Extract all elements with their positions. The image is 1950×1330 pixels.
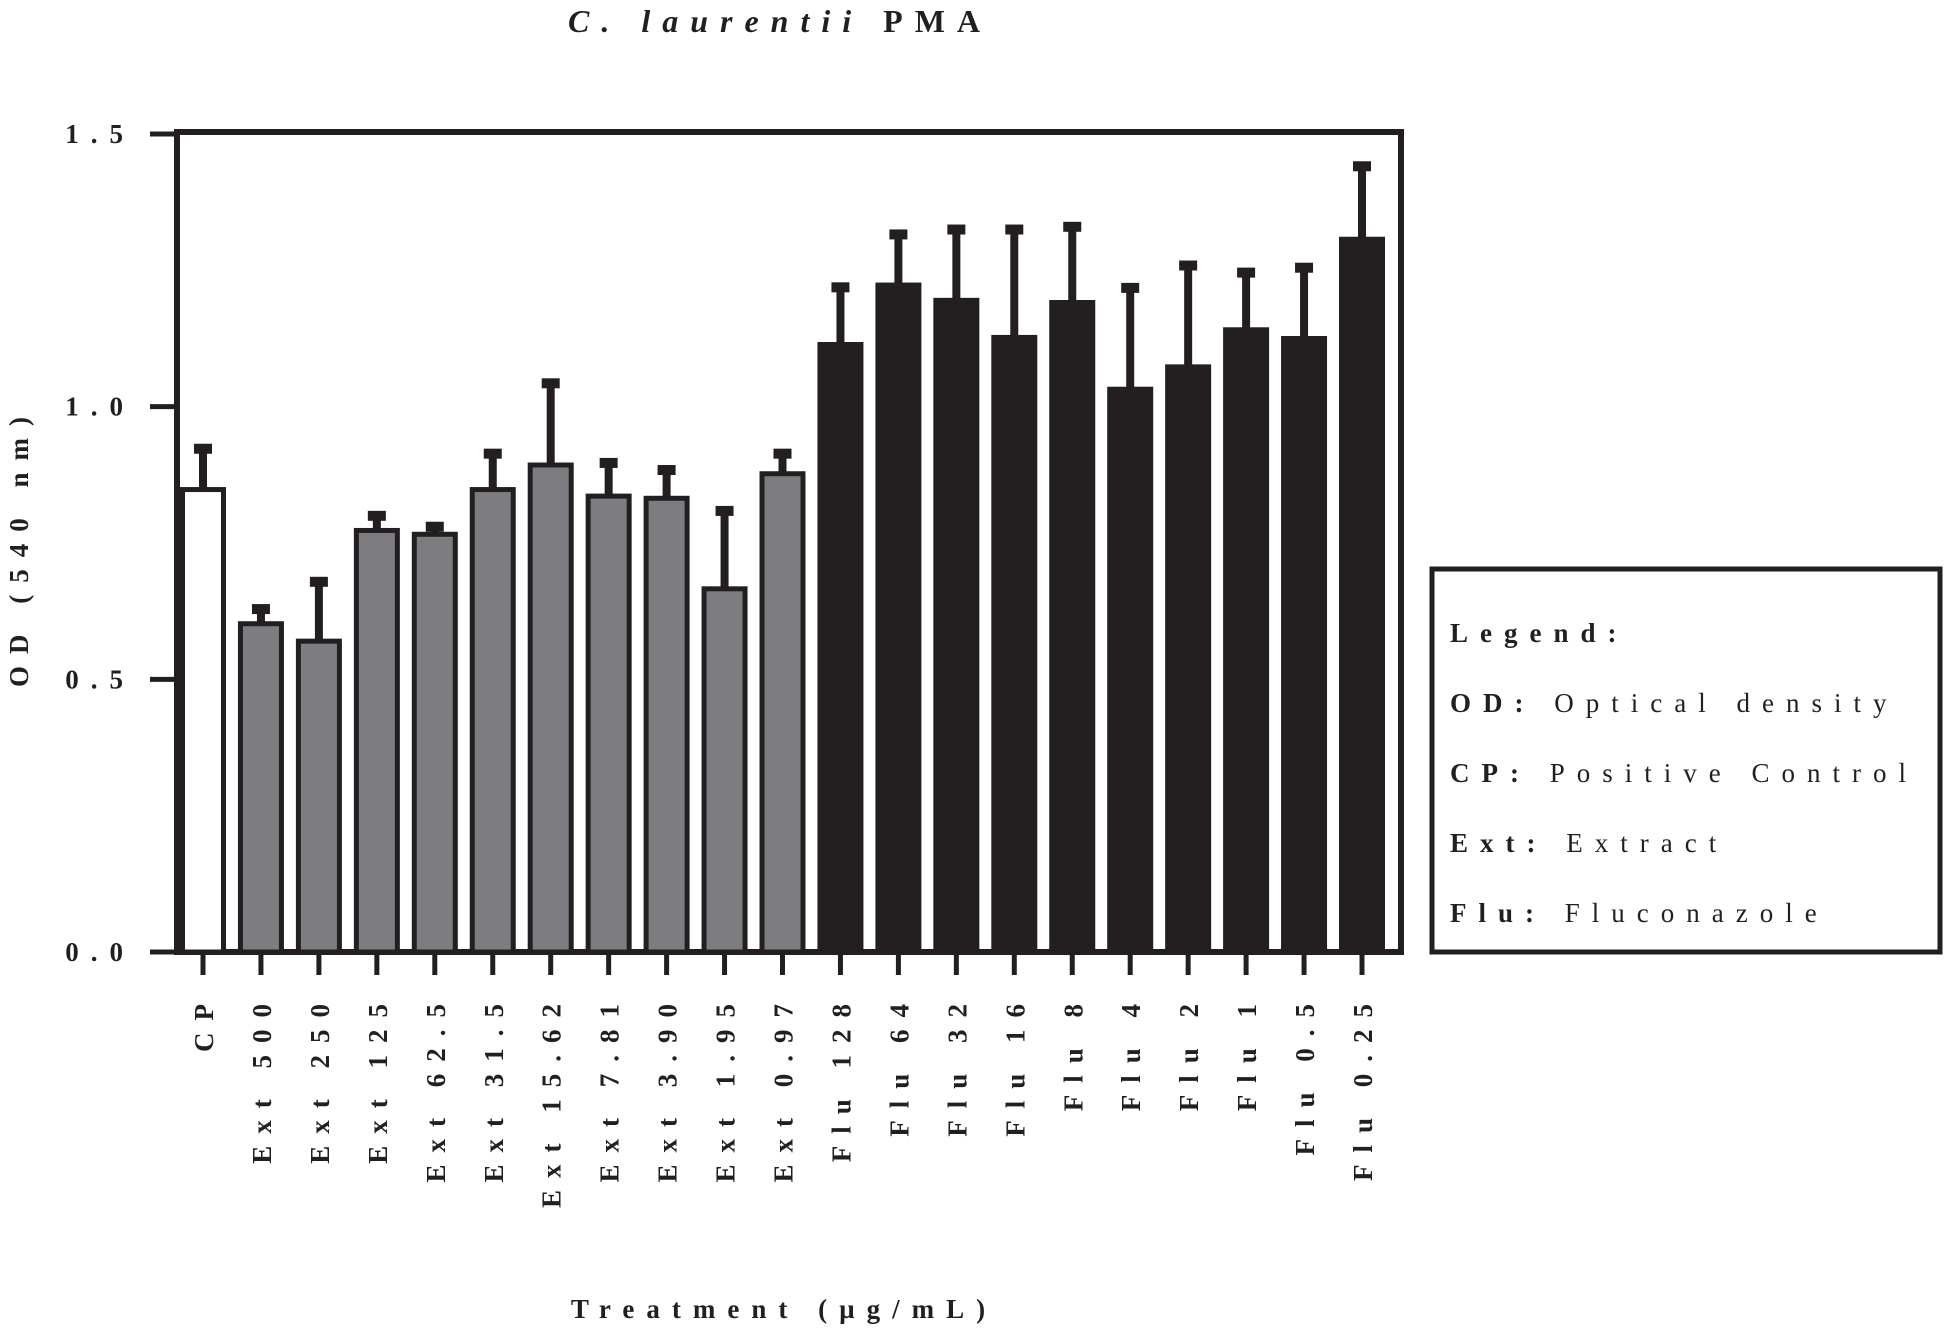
error-cap [1353,161,1371,172]
bar [701,586,748,955]
error-cap [367,510,386,521]
y-tick-label: 1.0 [65,392,135,422]
x-tick-label: Ext 0.97 [769,992,799,1183]
title-rest: PMA [883,3,992,39]
error-cap [194,443,212,454]
error-cap [1179,260,1198,271]
legend-term: CP: [1450,758,1531,788]
x-tick-label: Ext 62.5 [421,992,451,1183]
x-tick-label: Ext 15.62 [537,992,567,1208]
error-cap [773,448,792,459]
legend-definition: Extract [1566,828,1728,858]
x-tick-label: Ext 1.95 [711,992,741,1183]
bar [933,297,980,955]
bar [180,487,226,955]
bar [643,495,690,955]
error-cap [831,282,850,293]
x-tick-label: Ext 7.81 [595,992,625,1183]
legend-term: Flu: [1450,898,1546,928]
bar [469,487,516,955]
bar [295,638,342,955]
bar [1281,336,1328,955]
bar [1165,364,1212,955]
legend-definition: Optical density [1554,688,1898,718]
legend-definition: Fluconazole [1565,898,1829,928]
bar [411,531,458,955]
bar [1049,300,1096,955]
bar [1223,327,1270,955]
bar [759,471,806,955]
bar [585,493,632,955]
x-tick-label: Ext 31.5 [479,992,509,1183]
x-tick-label: Flu 0.25 [1348,992,1378,1181]
legend-item: Flu: Fluconazole [1450,898,1829,928]
legend: Legend: OD: Optical density CP: Positive C… [1450,618,1918,928]
y-tick-label: 0.0 [65,937,135,967]
y-tick-label: 0.5 [65,664,135,694]
legend-item: Ext: Extract [1450,828,1728,858]
error-cap [599,457,618,468]
error-cap [309,576,328,587]
error-cap [1063,221,1082,232]
error-cap [947,224,966,235]
legend-term: OD: [1450,688,1536,718]
legend-heading: Legend: [1450,618,1629,648]
x-tick-label: Flu 1 [1232,992,1262,1111]
bar [237,621,284,955]
error-cap [1005,224,1024,235]
error-cap [715,505,734,516]
error-cap [1237,267,1256,278]
error-cap [1121,282,1140,293]
bar [875,282,922,955]
legend-box [1429,566,1943,955]
error-cap [425,521,444,532]
x-tick-label: Flu 4 [1116,992,1146,1111]
error-cap [251,604,270,615]
x-tick-label: Ext 125 [363,992,393,1164]
x-tick-label: Flu 2 [1174,992,1204,1111]
bar [353,527,400,955]
chart-title: C. laurentii PMA [568,3,992,39]
error-cap [483,448,502,459]
x-tick-label: Flu 32 [942,992,972,1137]
y-tick-label: 1.5 [65,119,135,149]
x-tick-label: Flu 128 [826,992,856,1162]
x-tick-label: CP [189,992,219,1052]
bar [1107,386,1154,955]
title-italic: C. laurentii [568,3,863,39]
error-cap [657,465,676,476]
bar [991,334,1038,955]
x-tick-label: Flu 64 [884,992,914,1137]
error-cap [541,378,560,389]
x-tick-label: Flu 8 [1058,992,1088,1111]
y-axis-label: OD (540 nm) [4,405,34,687]
legend-item: OD: Optical density [1450,688,1898,718]
error-cap [889,229,908,240]
x-tick-label: Ext 500 [247,992,277,1164]
x-tick-label: Ext 250 [305,992,335,1164]
x-tick-label: Flu 16 [1000,992,1030,1137]
x-tick-label: Ext 3.90 [653,992,683,1183]
legend-term: Ext: [1450,828,1548,858]
legend-definition: Positive Control [1550,758,1918,788]
bar [817,341,864,955]
x-axis-label: Treatment (µg/mL) [571,1294,997,1324]
bar [527,462,574,955]
bar [1339,236,1385,955]
x-tick-label: Flu 0.5 [1290,992,1320,1156]
error-cap [1295,262,1314,273]
legend-item: CP: Positive Control [1450,758,1918,788]
